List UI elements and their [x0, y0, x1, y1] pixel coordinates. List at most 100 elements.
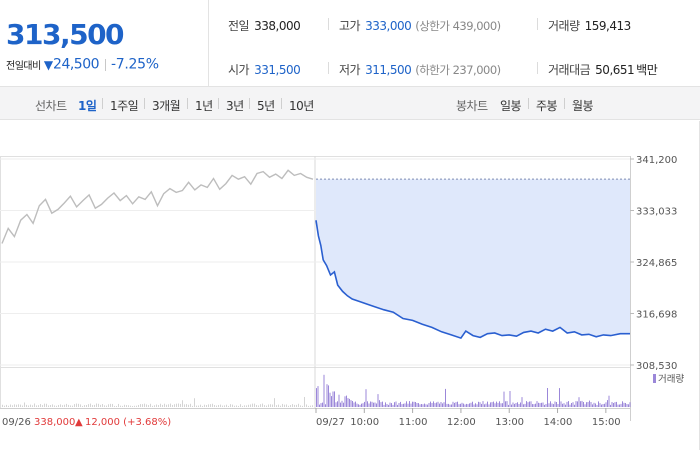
period-1y[interactable]: 1년: [195, 99, 213, 113]
volume-bar: [230, 404, 231, 407]
stat-label: 거래량: [548, 19, 580, 33]
volume-bar: [422, 404, 424, 407]
volume-bar: [505, 401, 506, 407]
volume-bar: [252, 403, 253, 407]
volume-bar: [38, 405, 39, 407]
volume-bar: [276, 405, 277, 407]
volume-bar: [329, 392, 331, 407]
volume-bar: [569, 404, 571, 407]
period-3y[interactable]: 3년: [226, 99, 244, 113]
volume-bar: [216, 405, 217, 407]
divider: [537, 62, 538, 74]
volume-bar: [379, 400, 380, 407]
volume-bar: [487, 401, 488, 407]
volume-bar: [596, 405, 598, 407]
volume-bar: [430, 401, 431, 407]
candle-daily[interactable]: 일봉: [500, 99, 522, 113]
volume-bar: [234, 405, 235, 407]
divider: [249, 98, 250, 109]
volume-bar: [170, 403, 171, 407]
divider: [281, 98, 282, 109]
volume-bar: [232, 404, 233, 407]
volume-bar: [437, 401, 439, 407]
volume-bar: [180, 403, 181, 407]
volume-bar: [116, 405, 117, 407]
stat-value: 338,000: [254, 19, 301, 33]
volume-bar: [565, 404, 566, 407]
stat-value: 311,500: [365, 63, 412, 77]
candle-weekly[interactable]: 주봉: [536, 99, 558, 113]
volume-bar: [460, 403, 461, 407]
volume-bar: [623, 402, 625, 407]
volume-bar: [238, 405, 239, 407]
volume-bar: [514, 403, 515, 407]
volume-bar: [331, 396, 332, 407]
change-label: 전일대비: [6, 61, 41, 72]
volume-bar: [134, 405, 135, 407]
period-1w[interactable]: 1주일: [110, 99, 139, 113]
volume-bar: [130, 405, 131, 407]
volume-bar: [611, 402, 613, 407]
volume-bar: [575, 401, 577, 407]
volume-bar: [136, 405, 137, 407]
volume-bar: [538, 402, 539, 407]
volume-bar: [599, 403, 601, 407]
volume-bar: [188, 404, 189, 407]
volume-bar: [325, 404, 326, 407]
volume-bar: [371, 401, 373, 407]
stat-label: 저가: [339, 63, 361, 77]
volume-bar: [12, 405, 13, 407]
volume-bar: [536, 401, 538, 407]
volume-bar: [604, 403, 605, 407]
period-1d[interactable]: 1일: [78, 99, 97, 113]
volume-bar: [401, 404, 403, 407]
chart-toolbar: [0, 87, 700, 120]
volume-bar: [220, 404, 221, 407]
volume-bar: [353, 402, 355, 407]
volume-bar: [349, 398, 350, 407]
volume-bar: [490, 402, 491, 407]
price-chart[interactable]: 341,200 333,033 324,865 316,698 308,530 10:0…: [0, 121, 700, 450]
volume-bar: [108, 404, 109, 407]
volume-bar: [506, 401, 508, 407]
volume-bar: [413, 401, 415, 407]
volume-bar: [106, 405, 107, 407]
volume-bar: [240, 404, 241, 407]
volume-bar: [74, 404, 75, 407]
volume-bar: [144, 403, 145, 407]
volume-bar: [68, 404, 69, 407]
volume-bar: [350, 400, 352, 407]
volume-bar: [356, 403, 358, 407]
period-3m[interactable]: 3개월: [152, 99, 181, 113]
volume-bar: [502, 403, 503, 407]
up-arrow-icon: ▲: [75, 417, 83, 428]
period-5y[interactable]: 5년: [257, 99, 275, 113]
volume-bar: [539, 403, 541, 407]
volume-bar: [323, 374, 325, 407]
volume-bar: [264, 405, 265, 407]
stat-low: 저가 311,500 (하한가 237,000): [339, 61, 501, 78]
volume-bar: [128, 405, 129, 407]
volume-bar: [208, 404, 209, 407]
volume-bar: [337, 401, 338, 407]
volume-bar: [584, 404, 586, 407]
volume-bar: [496, 401, 497, 407]
volume-bar: [551, 403, 553, 407]
candle-monthly[interactable]: 월봉: [572, 99, 594, 113]
stat-value: 50,651: [595, 63, 635, 77]
volume-bar: [557, 404, 559, 407]
volume-bar: [308, 405, 309, 407]
volume-bar: [138, 404, 139, 407]
volume-bar: [517, 402, 518, 407]
volume-bar: [503, 391, 505, 407]
volume-bar: [288, 405, 289, 407]
volume-legend-swatch: [653, 374, 656, 383]
volume-bar: [541, 402, 542, 407]
volume-bar: [464, 404, 466, 407]
period-10y[interactable]: 10년: [289, 99, 314, 113]
volume-bar: [467, 404, 469, 407]
volume-bar: [34, 403, 35, 407]
volume-bar: [242, 405, 243, 407]
divider: [102, 98, 103, 109]
volume-bar: [614, 402, 616, 407]
